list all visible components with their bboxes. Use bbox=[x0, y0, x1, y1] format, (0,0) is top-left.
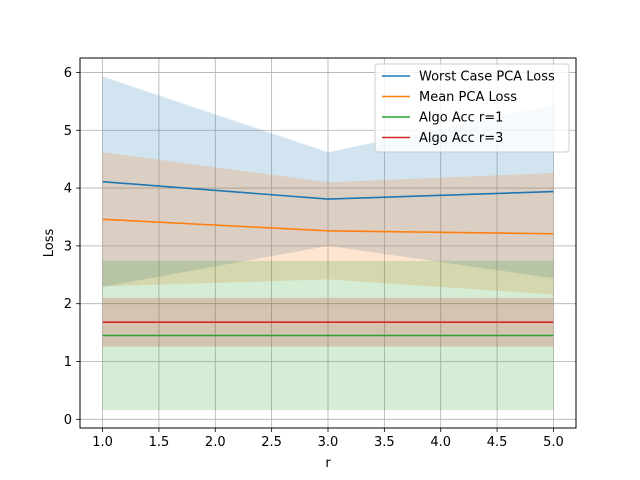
series-lines bbox=[102, 180, 554, 337]
x-axis-label: r bbox=[325, 456, 331, 471]
x-tick-label: 4.5 bbox=[487, 435, 508, 450]
legend-label: Algo Acc r=3 bbox=[419, 131, 503, 146]
confidence-band bbox=[102, 152, 554, 295]
x-tick-label: 1.0 bbox=[92, 435, 113, 450]
x-tick-label: 4.0 bbox=[430, 435, 451, 450]
y-tick-label: 0 bbox=[64, 413, 72, 428]
x-tick-label: 2.5 bbox=[261, 435, 282, 450]
y-tick-label: 3 bbox=[64, 239, 72, 254]
y-tick-label: 4 bbox=[64, 182, 72, 197]
y-tick-label: 2 bbox=[64, 297, 72, 312]
series-line bbox=[102, 218, 554, 235]
x-tick-label: 1.5 bbox=[149, 435, 170, 450]
series-line bbox=[102, 180, 554, 200]
x-tick-label: 3.0 bbox=[318, 435, 339, 450]
x-tick-label: 5.0 bbox=[543, 435, 564, 450]
y-tick-label: 5 bbox=[64, 124, 72, 139]
y-tick-label: 1 bbox=[64, 355, 72, 370]
y-axis-label: Loss bbox=[42, 229, 57, 258]
y-axis-ticks: 0 1 2 3 4 5 6 bbox=[64, 66, 80, 428]
legend-label: Algo Acc r=1 bbox=[419, 111, 503, 126]
legend-label: Mean PCA Loss bbox=[419, 90, 517, 105]
x-axis-ticks: 1.0 1.5 2.0 2.5 3.0 3.5 4.0 4.5 5.0 bbox=[92, 428, 564, 450]
legend-label: Worst Case PCA Loss bbox=[419, 70, 555, 85]
legend-box bbox=[374, 63, 570, 153]
legend: Worst Case PCA Loss Mean PCA Loss Algo Acc… bbox=[374, 63, 570, 153]
y-tick-label: 6 bbox=[64, 66, 72, 81]
x-tick-label: 3.5 bbox=[374, 435, 395, 450]
x-tick-label: 2.0 bbox=[205, 435, 226, 450]
